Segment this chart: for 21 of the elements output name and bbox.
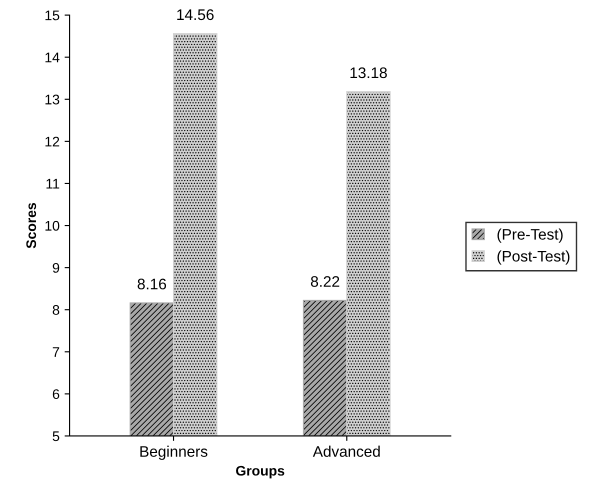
data-label: 13.18 (350, 67, 387, 78)
x-tick-label: Advanced (312, 446, 380, 457)
data-label: 8.22 (310, 276, 340, 287)
x-tick-label: Beginners (140, 446, 208, 460)
y-tick-label: 12 (45, 136, 60, 146)
y-tick-label: 13 (45, 94, 60, 104)
y-tick-label: 15 (45, 10, 60, 20)
legend-label: (Pre-Test) (497, 228, 563, 243)
y-tick-label: 11 (46, 178, 60, 188)
data-label: 8.16 (138, 278, 166, 290)
y-tick-label: 8 (52, 305, 60, 315)
y-tick-label: 6 (52, 389, 60, 400)
y-axis-title: Scores (26, 202, 36, 248)
legend-label: (Post-Test) (497, 250, 570, 265)
y-tick-label: 14 (45, 52, 60, 62)
x-axis-title: Groups (236, 466, 284, 478)
data-label: 14.56 (177, 9, 214, 20)
y-tick-label: 10 (45, 220, 60, 231)
y-tick-label: 7 (52, 347, 60, 357)
y-tick-label: 5 (52, 431, 60, 442)
y-tick-label: 9 (52, 262, 60, 273)
